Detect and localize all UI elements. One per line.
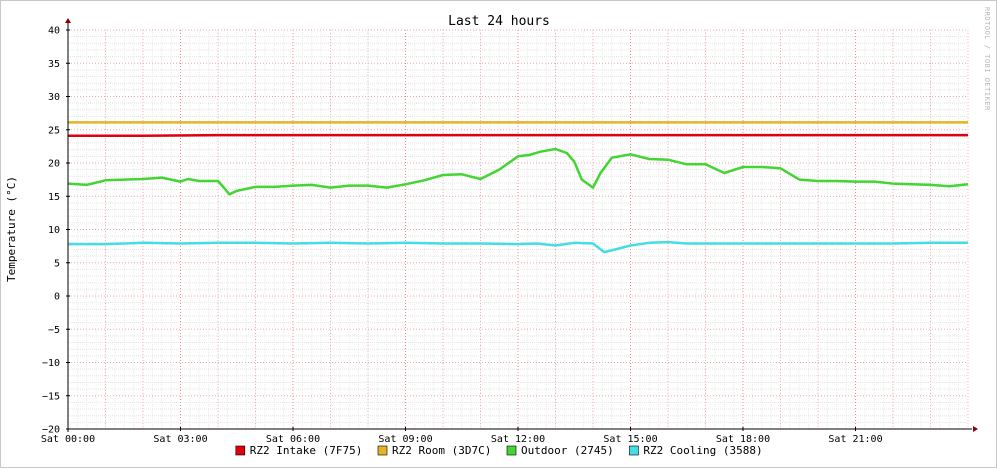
chart-title: Last 24 hours: [448, 14, 550, 29]
grid: [67, 29, 969, 430]
y-tick-label: −15: [42, 391, 60, 402]
y-tick-label: 0: [54, 292, 60, 303]
legend-label-3: Outdoor (2745): [521, 444, 614, 457]
y-tick-label: 30: [48, 92, 60, 103]
series-lines: [67, 121, 969, 254]
y-axis-arrow: [65, 18, 71, 23]
x-tick-labels: Sat 00:00 Sat 03:00 Sat 06:00 Sat 09:00 Sat …: [41, 434, 883, 445]
series-line-4: [68, 240, 968, 254]
y-tick-label: 40: [48, 26, 60, 37]
legend-swatch-4: [629, 445, 639, 456]
legend-label-2: RZ2 Room (3D7C): [392, 444, 491, 457]
legend-swatch-1: [235, 445, 246, 456]
y-tick-label: −10: [42, 358, 60, 369]
y-tick-labels: 40 35 30 25 20 15 10 5 0 −5 −10 −15 −20: [42, 26, 60, 436]
y-tick-label: 35: [48, 59, 60, 70]
x-tick-label: Sat 18:00: [716, 434, 770, 445]
series-line-3: [67, 147, 969, 196]
x-tick-label: Sat 15:00: [603, 434, 657, 445]
y-tick-label: −5: [48, 325, 60, 336]
x-tick-label: Sat 12:00: [491, 434, 545, 445]
x-tick-label: Sat 21:00: [828, 434, 882, 445]
y-tick-label: 5: [54, 258, 60, 269]
y-axis-label: Temperature (°C): [5, 176, 18, 282]
x-tick-label: Sat 09:00: [378, 434, 432, 445]
x-tick-label: Sat 00:00: [41, 434, 95, 445]
y-tick-label: −20: [42, 425, 60, 436]
x-axis-arrow: [973, 426, 978, 432]
series-line-1: [68, 133, 968, 137]
rrdtool-watermark: RRDTOOL / TOBI OETIKER: [983, 7, 991, 111]
y-tick-label: 15: [48, 192, 60, 203]
y-tick-label: 25: [48, 125, 60, 136]
y-tick-label: 20: [48, 159, 60, 170]
legend-label-1: RZ2 Intake (7F75): [250, 444, 363, 457]
legend-swatch-3: [506, 445, 517, 456]
legend: RZ2 Intake (7F75) RZ2 Room (3D7C) Outdoor …: [235, 444, 763, 457]
axes: [65, 18, 978, 432]
x-tick-label: Sat 06:00: [266, 434, 320, 445]
legend-label-4: RZ2 Cooling (3588): [643, 444, 762, 457]
x-tick-label: Sat 03:00: [153, 434, 207, 445]
y-tick-label: 10: [48, 225, 60, 236]
legend-swatch-2: [377, 445, 388, 456]
